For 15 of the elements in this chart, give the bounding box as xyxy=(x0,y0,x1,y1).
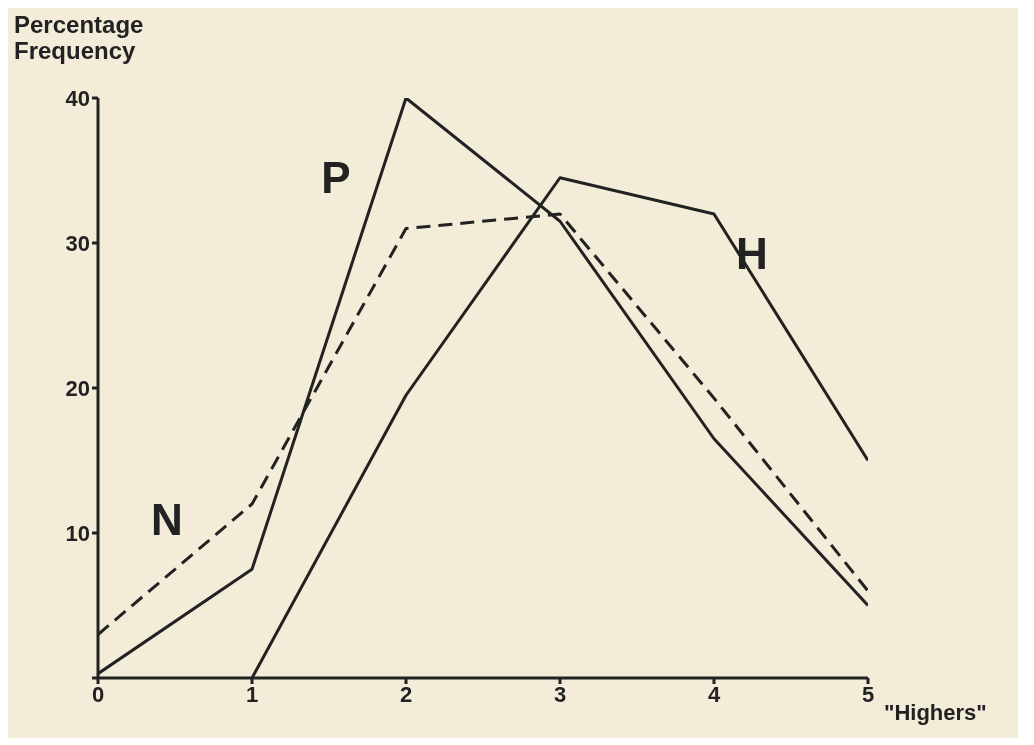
y-tick-label: 40 xyxy=(65,85,90,111)
x-tick-label: 2 xyxy=(399,681,413,707)
x-tick-label: 3 xyxy=(553,681,567,707)
x-tick-label: 0 xyxy=(91,681,105,707)
y-tick-label: 30 xyxy=(65,230,90,256)
y-tick-label: 10 xyxy=(65,520,90,546)
x-tick-label: 5 xyxy=(861,681,875,707)
x-axis-title: "Highers" xyxy=(884,699,987,725)
y-axis-title: Percentage Frequency xyxy=(14,11,145,64)
x-tick-label: 4 xyxy=(707,681,721,707)
series-label: N xyxy=(151,494,183,544)
x-tick-label: 1 xyxy=(245,681,259,707)
y-tick-label: 20 xyxy=(65,375,90,401)
series-label: H xyxy=(736,229,768,278)
series-label: P xyxy=(321,153,351,202)
